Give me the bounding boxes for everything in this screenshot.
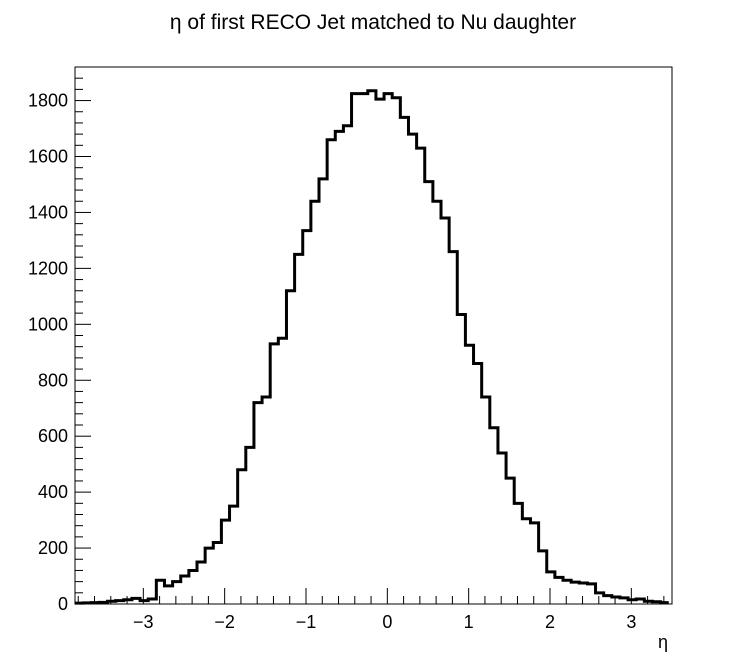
histogram-bin: [343, 126, 351, 604]
x-axis-label: η: [658, 632, 668, 652]
histogram-bin: [417, 148, 425, 604]
histogram-bin: [303, 231, 311, 604]
x-axis: −3 −2 −1 0 1 2 3: [77, 588, 665, 632]
y-tick-label: 1000: [28, 314, 68, 334]
y-tick-label: 400: [38, 482, 68, 502]
histogram-bin: [262, 397, 270, 604]
histogram-bin: [563, 580, 571, 604]
histogram-bin: [579, 583, 587, 604]
histogram-bin: [311, 201, 319, 604]
y-tick-label: 1200: [28, 258, 68, 278]
histogram-bin: [408, 134, 416, 604]
histogram-bin: [319, 179, 327, 604]
histogram-bin: [368, 91, 376, 604]
y-tick-label: 0: [58, 594, 68, 614]
histogram-bin: [441, 218, 449, 604]
histogram-bin: [360, 94, 368, 604]
y-tick-label: 600: [38, 426, 68, 446]
y-axis: 0 200 400 600 800 1000 1200 1400 1600 1800: [28, 66, 91, 614]
histogram-bin: [295, 254, 303, 604]
y-tick-label: 200: [38, 538, 68, 558]
histogram-bin: [164, 586, 172, 604]
x-tick-label: 1: [464, 612, 474, 632]
histogram-bin: [571, 582, 579, 604]
histogram-bin: [392, 98, 400, 604]
histogram-bin: [352, 94, 360, 604]
histogram-bins: [75, 91, 669, 604]
y-tick-label: 1800: [28, 91, 68, 111]
histogram-bin: [384, 94, 392, 604]
x-tick-label: −2: [214, 612, 235, 632]
histogram-bin: [327, 140, 335, 604]
histogram-bin: [425, 182, 433, 604]
histogram-bin: [522, 519, 530, 604]
x-tick-label: −1: [296, 612, 317, 632]
histogram-bin: [433, 201, 441, 604]
histogram-outline: [75, 89, 669, 605]
x-tick-label: 3: [626, 612, 636, 632]
x-tick-label: −3: [133, 612, 154, 632]
histogram-bin: [400, 117, 408, 604]
x-tick-label: 0: [382, 612, 392, 632]
histogram-bin: [278, 338, 286, 604]
x-tick-label: 2: [545, 612, 555, 632]
y-tick-label: 1400: [28, 202, 68, 222]
histogram-bin: [335, 131, 343, 604]
histogram-bin: [457, 315, 465, 604]
histogram-bin: [213, 542, 221, 604]
y-tick-label: 800: [38, 370, 68, 390]
histogram-bin: [376, 99, 384, 604]
chart-title: η of first RECO Jet matched to Nu daught…: [170, 11, 576, 34]
y-tick-label: 1600: [28, 147, 68, 167]
histogram-bin: [465, 345, 473, 604]
histogram-bin: [474, 363, 482, 604]
plot-frame: [74, 66, 673, 605]
